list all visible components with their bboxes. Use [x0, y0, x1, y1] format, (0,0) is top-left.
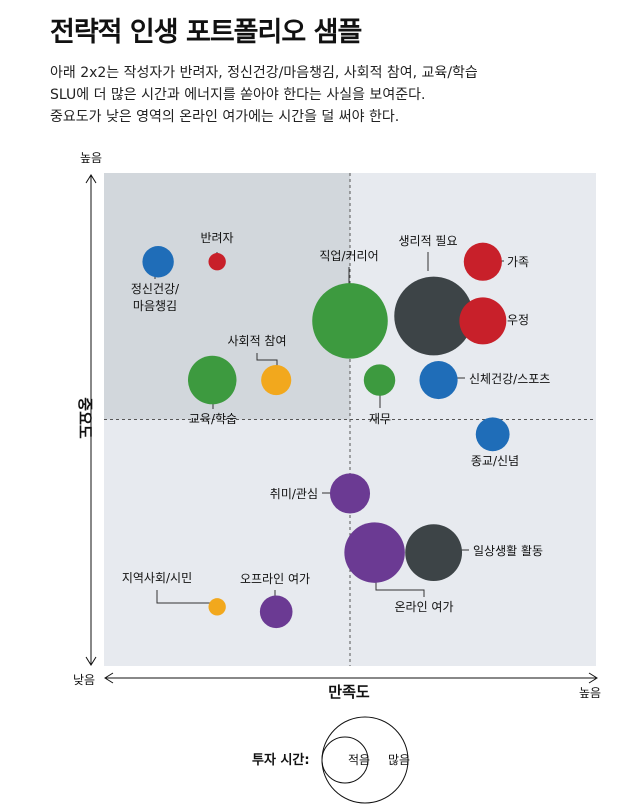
bubble-label: 교육/학습 — [189, 412, 237, 426]
bubble-label-line: 정신건강/ — [131, 282, 180, 296]
x-axis-arrow-left — [104, 672, 114, 684]
page-title: 전략적 인생 포트폴리오 샘플 — [50, 17, 362, 48]
bubble-label: 오프라인 여가 — [240, 572, 310, 586]
bubble-label: 반려자 — [200, 231, 233, 245]
bubble-label: 일상생활 활동 — [473, 544, 543, 558]
bubble — [463, 242, 502, 281]
size-legend-large-label: 많음 — [388, 753, 410, 767]
bubble-label: 재무 — [369, 412, 391, 426]
bubble — [187, 355, 237, 405]
x-axis-high-label: 높음 — [579, 686, 601, 700]
bubble-label: 직업/커리어 — [319, 249, 378, 263]
bubble — [344, 522, 405, 583]
y-axis-arrow-bottom — [85, 656, 97, 666]
bubble — [261, 365, 292, 396]
bubble-label: 신체건강/스포츠 — [469, 372, 550, 386]
bubble-label: 생리적 필요 — [398, 234, 457, 248]
size-legend-small-circle — [321, 736, 369, 784]
x-axis-arrow-right — [588, 672, 598, 684]
bubble — [208, 598, 226, 616]
bubble-label: 온라인 여가 — [394, 600, 453, 614]
bubble-label: 사회적 참여 — [227, 334, 286, 348]
bubble — [208, 253, 226, 271]
quadrant-dividers — [104, 173, 596, 666]
axes: 높음 낮음 높음 만족도 중요도 — [73, 151, 601, 701]
size-legend: 투자 시간: 적음 많음 — [252, 716, 410, 804]
y-axis-title: 중요도 — [76, 397, 94, 439]
bubble — [329, 473, 371, 514]
bubble — [142, 246, 174, 278]
bubbles — [142, 242, 510, 629]
bubble-label: 취미/관심 — [270, 487, 318, 501]
bubble-label: 종교/신념 — [471, 454, 519, 468]
size-legend-small-label: 적음 — [348, 753, 370, 767]
bubble-label: 정신건강/마음챙김 — [131, 282, 180, 313]
description-line: 아래 2x2는 작성자가 반려자, 정신건강/마음챙김, 사회적 참여, 교육/… — [50, 65, 478, 81]
y-axis-low-label: 낮음 — [73, 673, 95, 687]
bubble-label: 우정 — [507, 313, 529, 327]
bubble-label: 가족 — [507, 255, 529, 269]
description-line: 중요도가 낮은 영역의 온라인 여가에는 시간을 덜 써야 한다. — [50, 109, 400, 125]
bubble — [363, 364, 396, 396]
bubble — [259, 595, 293, 629]
bubble-label: 지역사회/시민 — [122, 571, 192, 585]
y-axis-high-label: 높음 — [80, 151, 102, 165]
bubble — [459, 297, 507, 345]
bubble — [419, 360, 458, 400]
bubble — [394, 276, 474, 356]
bubble — [475, 417, 510, 452]
bubble — [312, 283, 388, 359]
bubble — [405, 524, 463, 582]
size-legend-title: 투자 시간: — [252, 752, 310, 768]
description: 아래 2x2는 작성자가 반려자, 정신건강/마음챙김, 사회적 참여, 교육/… — [50, 62, 610, 128]
x-axis-title: 만족도 — [328, 683, 370, 701]
description-line: SLU에 더 많은 시간과 에너지를 쏟아야 한다는 사실을 보여준다. — [50, 87, 426, 103]
bubble-label-line: 마음챙김 — [133, 298, 177, 313]
y-axis-arrow-top — [85, 174, 97, 184]
